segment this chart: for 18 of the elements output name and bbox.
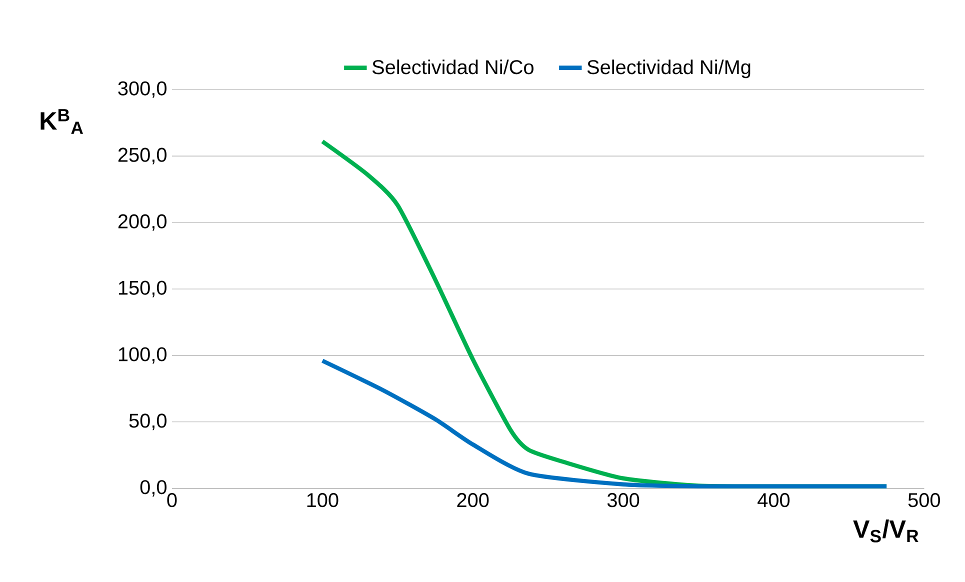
legend-label: Selectividad Ni/Mg xyxy=(587,60,750,78)
x-tick-label: 0 xyxy=(167,492,177,508)
x-tick-label: 400 xyxy=(758,492,790,508)
y-tick-label: 200,0 xyxy=(118,214,166,231)
y-tick-label: 100,0 xyxy=(118,347,166,364)
y-tick-label: 0,0 xyxy=(140,480,167,497)
x-axis-title: V$_{S}$/V$_{R}$ xyxy=(853,519,918,542)
x-tick-label: 200 xyxy=(457,492,489,508)
x-tick-label: 100 xyxy=(307,492,338,508)
legend-label: Selectividad Ni/Co xyxy=(372,60,534,74)
y-tick-label: 300,0 xyxy=(118,81,166,98)
y-tick-label: 250,0 xyxy=(118,148,166,164)
y-tick-label: 150,0 xyxy=(118,280,166,298)
x-tick-label: 500 xyxy=(908,492,940,508)
x-tick-label: 300 xyxy=(607,492,640,508)
y-axis-title: K$^{B}$A xyxy=(40,109,84,134)
y-tick-label: 50,0 xyxy=(129,414,166,430)
line-series xyxy=(320,358,889,488)
